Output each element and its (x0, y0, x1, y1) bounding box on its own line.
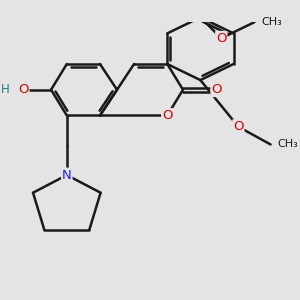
Text: O: O (216, 32, 226, 45)
Text: O: O (211, 83, 222, 96)
Text: N: N (62, 169, 72, 182)
Text: CH₃: CH₃ (278, 140, 298, 149)
Text: O: O (233, 120, 244, 133)
Text: CH₃: CH₃ (262, 17, 282, 27)
Text: H: H (1, 83, 10, 96)
Text: O: O (162, 109, 172, 122)
Text: O: O (18, 83, 28, 96)
